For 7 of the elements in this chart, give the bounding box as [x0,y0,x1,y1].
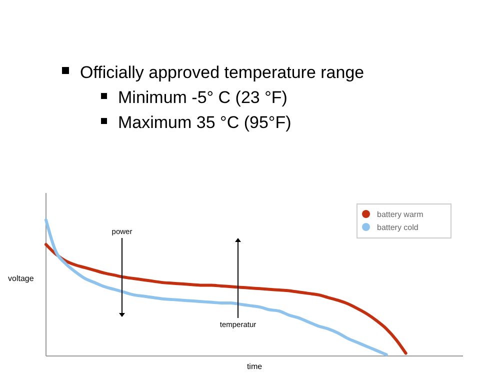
text: Maximum 35 °C (95°F) [118,113,292,132]
x-axis-title: time [246,362,263,371]
text: Minimum -5° C (23 °F) [118,88,288,107]
y-axis-title: voltage [8,274,34,283]
legend-label: battery cold [377,223,418,232]
text: Officially approved temperature range [80,63,364,82]
legend-label: battery warm [377,210,424,219]
